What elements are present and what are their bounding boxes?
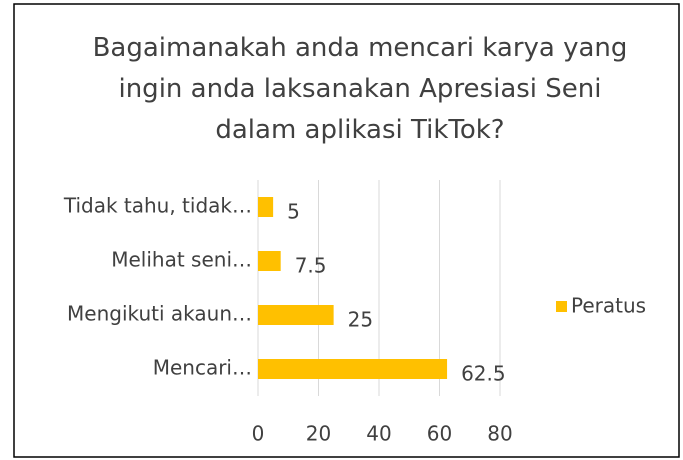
chart-border — [13, 3, 680, 458]
bar — [258, 251, 281, 271]
y-tick-label: Tidak tahu, tidak… — [63, 194, 252, 218]
bar — [258, 359, 448, 379]
bar — [258, 305, 334, 325]
y-tick-label: Mencari… — [153, 356, 252, 380]
y-tick-label: Mengikuti akaun… — [67, 302, 252, 326]
data-label: 7.5 — [295, 254, 327, 278]
data-label: 25 — [348, 308, 373, 332]
x-tick-label: 0 — [252, 422, 265, 446]
x-tick-label: 20 — [306, 422, 331, 446]
data-label: 5 — [287, 200, 300, 224]
y-tick-label: Melihat seni… — [111, 248, 252, 272]
x-tick-label: 60 — [427, 422, 452, 446]
x-tick-label: 40 — [366, 422, 391, 446]
legend-label: Peratus — [571, 294, 646, 318]
data-label: 62.5 — [461, 362, 506, 386]
x-tick-label: 80 — [487, 422, 512, 446]
bar — [258, 197, 274, 217]
legend-swatch — [556, 301, 567, 312]
chart-title: Bagaimanakah anda mencari karya yang ing… — [92, 33, 636, 145]
